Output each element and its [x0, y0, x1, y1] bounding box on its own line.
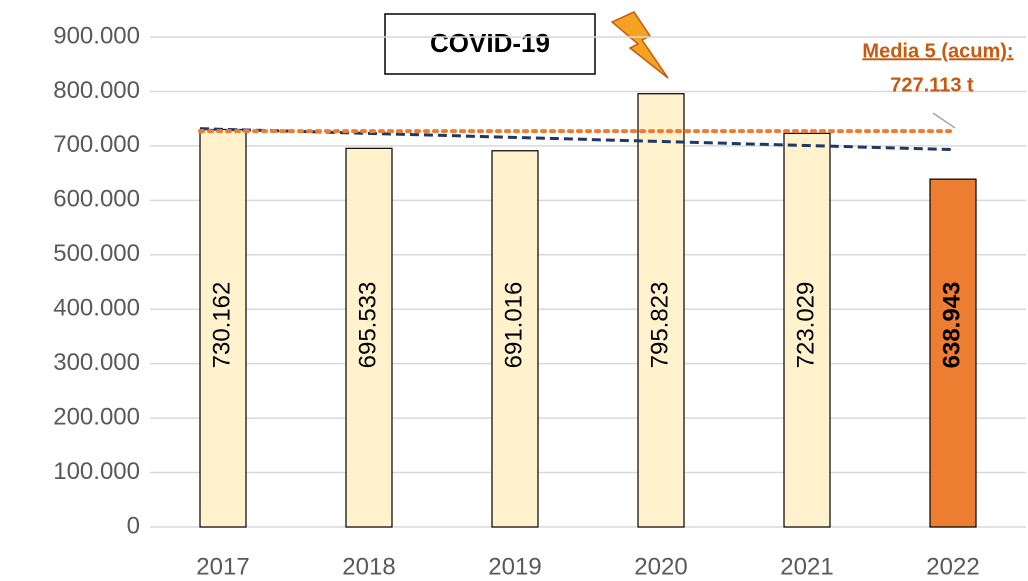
bar: [345, 147, 393, 528]
y-tick-label: 0: [127, 512, 140, 539]
y-tick-label: 400.000: [53, 295, 140, 322]
x-tick-label: 2020: [634, 553, 687, 580]
y-tick-label: 200.000: [53, 403, 140, 430]
value-label: 795.823: [646, 282, 673, 369]
bar: [929, 178, 977, 528]
y-tick-label: 100.000: [53, 458, 140, 485]
value-label: 695.533: [354, 282, 381, 369]
x-tick-label: 2018: [342, 553, 395, 580]
bar: [491, 150, 539, 528]
bar: [199, 128, 247, 528]
lightning-icon: [610, 11, 669, 79]
y-tick-label: 700.000: [53, 131, 140, 158]
annotation-box: [384, 13, 596, 75]
bar: [783, 132, 831, 528]
value-label: 691.016: [500, 282, 527, 369]
y-tick-label: 900.000: [53, 22, 140, 49]
x-tick-label: 2017: [196, 553, 249, 580]
y-tick-label: 800.000: [53, 77, 140, 104]
leader-line: [932, 112, 956, 129]
y-tick-label: 300.000: [53, 349, 140, 376]
x-tick-label: 2022: [926, 553, 979, 580]
value-label: 723.029: [792, 282, 819, 369]
bar: [637, 93, 685, 528]
x-tick-label: 2021: [780, 553, 833, 580]
average-label: Media 5 (acum):: [862, 40, 1013, 62]
x-tick-label: 2019: [488, 553, 541, 580]
annotation: COVID-19: [430, 28, 550, 58]
value-label: 730.162: [208, 282, 235, 369]
y-tick-label: 600.000: [53, 186, 140, 213]
value-label: 638.943: [938, 282, 965, 369]
y-tick-label: 500.000: [53, 240, 140, 267]
average-value-label: 727.113 t: [890, 74, 974, 96]
